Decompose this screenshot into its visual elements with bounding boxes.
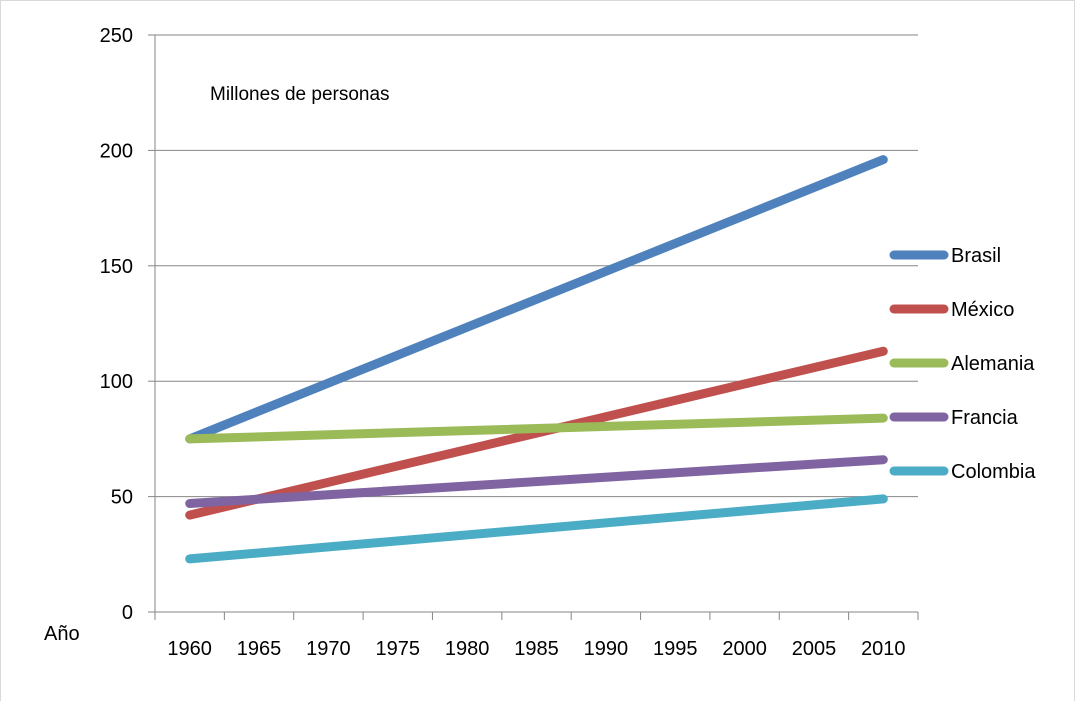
legend: Brasil México Alemania Francia Colombia: [889, 245, 1036, 483]
series-line-colombia: [185, 494, 888, 564]
y-tick-label: 0: [122, 602, 133, 624]
x-tick-label: 1975: [376, 638, 421, 660]
legend-label: México: [951, 299, 1014, 321]
series-line-alemania: [185, 413, 888, 444]
axes: 0 50 100 150 200 250 1960 1965 1970 1975 1980 1985 1…: [100, 25, 919, 660]
series-lines: [185, 155, 888, 564]
x-tick-label: 1990: [584, 638, 629, 660]
series-line-brasil: [185, 155, 888, 444]
x-tick-label: 1965: [237, 638, 282, 660]
chart-annotation: Millones de personas: [210, 84, 390, 105]
x-tick-label: 1995: [653, 638, 698, 660]
legend-label: Colombia: [951, 461, 1036, 483]
y-tick-label: 50: [111, 487, 133, 509]
x-tick-label: 2005: [792, 638, 837, 660]
x-tick-label: 1960: [167, 638, 212, 660]
x-tick-label: 1980: [445, 638, 490, 660]
legend-label: Brasil: [951, 245, 1001, 267]
legend-label: Alemania: [951, 353, 1035, 375]
x-tick-label: 1985: [514, 638, 559, 660]
x-tick-label: 2000: [722, 638, 767, 660]
series-line-méxico: [185, 346, 888, 520]
series-line-francia: [185, 455, 888, 508]
y-tick-label: 250: [100, 25, 133, 47]
legend-label: Francia: [951, 407, 1019, 429]
x-axis-label: Año: [44, 623, 80, 645]
x-tick-label: 2010: [861, 638, 906, 660]
y-tick-label: 150: [100, 256, 133, 278]
x-tick-label: 1970: [306, 638, 351, 660]
y-tick-label: 200: [100, 140, 133, 162]
y-tick-label: 100: [100, 371, 133, 393]
